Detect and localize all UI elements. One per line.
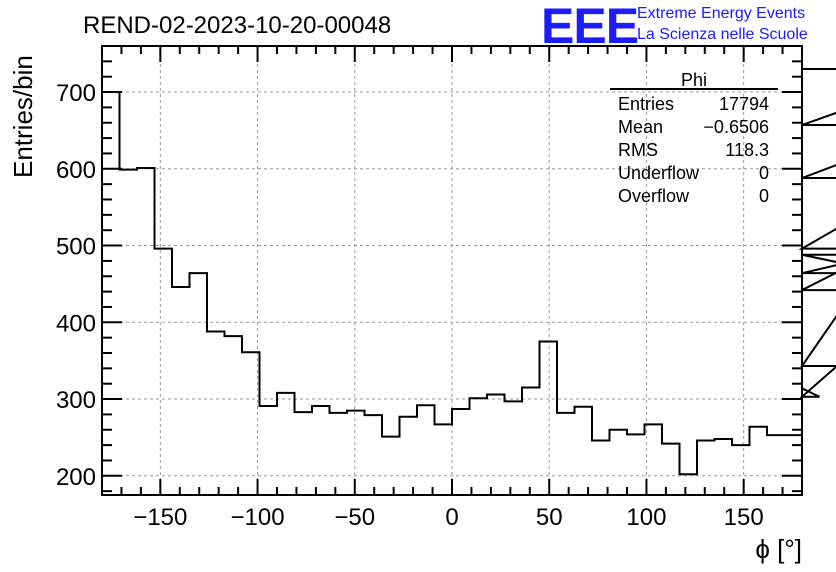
histogram-bin	[505, 401, 523, 495]
histogram-bin	[242, 352, 260, 495]
histogram-bin	[435, 424, 453, 495]
eee-logo: EEE	[541, 0, 638, 54]
histogram-bin	[557, 413, 575, 495]
histogram-bin	[662, 444, 680, 495]
histogram-bin	[627, 434, 645, 495]
stats-label-mean: Mean	[618, 117, 663, 137]
histogram-bin	[767, 435, 785, 495]
grid-lines	[102, 46, 802, 495]
stats-value-overflow: 0	[759, 186, 769, 206]
y-axis-ticks: 200 300 400 500 600 700	[56, 60, 802, 493]
histogram-bin	[330, 413, 348, 495]
y-tick-label: 500	[56, 234, 96, 261]
histogram-bin	[610, 430, 628, 495]
histogram-bin	[680, 474, 698, 495]
histogram-bin	[400, 417, 418, 495]
stats-value-entries: 17794	[719, 94, 769, 114]
y-tick-label: 700	[56, 80, 96, 107]
histogram-outline	[101, 68, 836, 495]
histogram-bin	[522, 388, 540, 495]
histogram-bin	[155, 249, 173, 495]
stats-box-name: Phi	[681, 70, 707, 90]
histogram-bin	[750, 427, 768, 495]
histogram-bin	[382, 437, 400, 495]
x-tick-label: −150	[133, 504, 187, 531]
x-tick-label: 0	[445, 504, 458, 531]
y-tick-label: 400	[56, 310, 96, 337]
histogram-bin	[225, 336, 243, 495]
histogram-bin	[417, 405, 435, 495]
stats-value-mean: −0.6506	[703, 117, 769, 137]
histogram-bin	[365, 415, 383, 495]
y-axis-label: Entries/bin	[8, 55, 38, 178]
stats-label-rms: RMS	[618, 140, 658, 160]
x-axis-ticks: −150 −100 −50 0 50 100 150	[101, 46, 803, 531]
histogram-bin	[732, 445, 750, 495]
histogram-bin	[190, 273, 208, 495]
histogram-bin	[137, 168, 155, 495]
stats-value-underflow: 0	[759, 163, 769, 183]
chart-title: REND-02-2023-10-20-00048	[83, 12, 391, 39]
histogram-bin	[277, 393, 295, 495]
stats-value-rms: 118.3	[725, 140, 769, 160]
histogram-bin	[207, 332, 225, 495]
histogram-bin	[312, 406, 330, 495]
stats-box: Phi Entries 17794 Mean −0.6506 RMS 118.3…	[610, 70, 778, 206]
stats-label-overflow: Overflow	[618, 186, 690, 206]
histogram-bin	[172, 287, 190, 495]
y-tick-label: 600	[56, 157, 96, 184]
histogram-bin	[575, 407, 593, 495]
stats-label-entries: Entries	[618, 94, 674, 114]
stats-label-underflow: Underflow	[618, 163, 700, 183]
logo-line-1: Extreme Energy Events	[637, 5, 805, 22]
histogram-bin	[697, 441, 715, 495]
histogram-bin	[260, 406, 278, 495]
x-tick-label: 100	[626, 504, 666, 531]
x-axis-label: ϕ [°]	[755, 534, 802, 564]
histogram-bin	[452, 409, 470, 495]
histogram-bin	[715, 439, 733, 495]
x-tick-label: 150	[724, 504, 764, 531]
histogram-bin	[487, 394, 505, 495]
histogram-bin	[295, 412, 313, 495]
histogram-bin	[470, 398, 488, 495]
histogram-bin	[540, 341, 558, 495]
y-tick-label: 200	[56, 464, 96, 491]
histogram-bin	[120, 170, 138, 495]
logo-line-2: La Scienza nelle Scuole	[637, 26, 808, 43]
histogram-bin	[592, 441, 610, 495]
x-tick-label: −100	[231, 504, 285, 531]
x-tick-label: −50	[334, 504, 375, 531]
x-tick-label: 50	[536, 504, 563, 531]
y-tick-label: 300	[56, 387, 96, 414]
